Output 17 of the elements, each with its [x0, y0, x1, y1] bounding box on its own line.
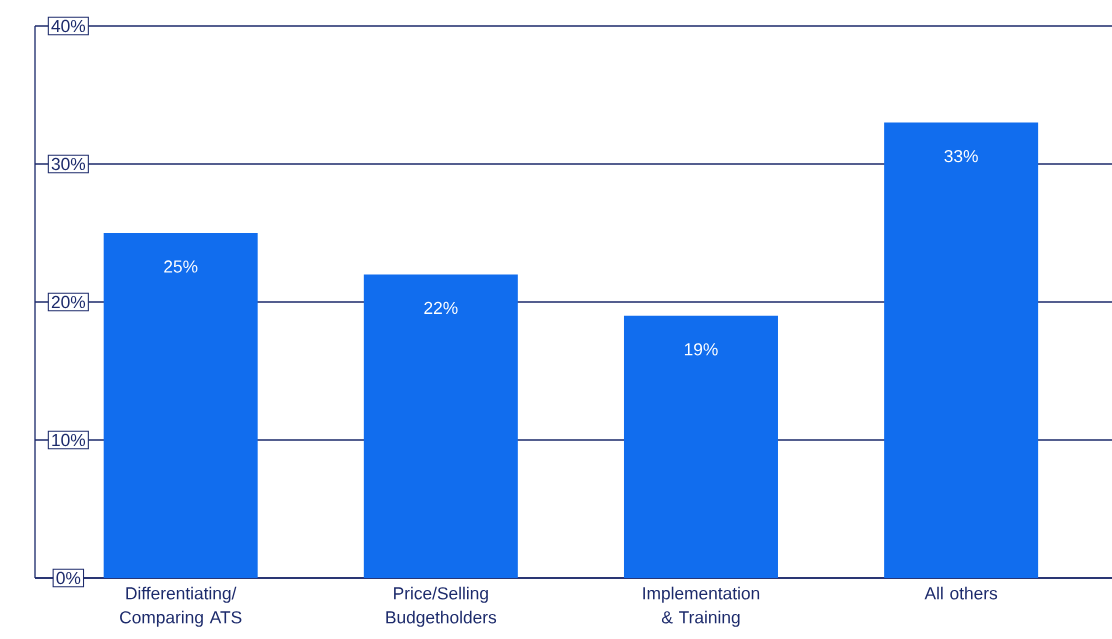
y-tick-label: 0% [56, 571, 81, 585]
x-tick-label: Implementation & Training [643, 586, 760, 627]
bar [884, 122, 1039, 578]
x-tick-label: Differentiating/ Comparing ATS [120, 586, 242, 627]
bar [363, 274, 518, 578]
y-tick-label: 40% [51, 19, 86, 33]
data-label: 22% [424, 301, 458, 314]
y-tick-label: 20% [51, 295, 86, 309]
data-label: 19% [684, 343, 718, 356]
bar [623, 315, 778, 578]
y-tick-label: 10% [52, 433, 86, 447]
data-label: 33% [944, 149, 978, 163]
y-tick-label: 30% [51, 157, 86, 171]
data-label: 25% [164, 260, 198, 273]
x-tick-label: Price/Selling Budgetholders [386, 586, 497, 627]
bar [103, 233, 258, 578]
x-tick-label: All others [924, 586, 998, 600]
